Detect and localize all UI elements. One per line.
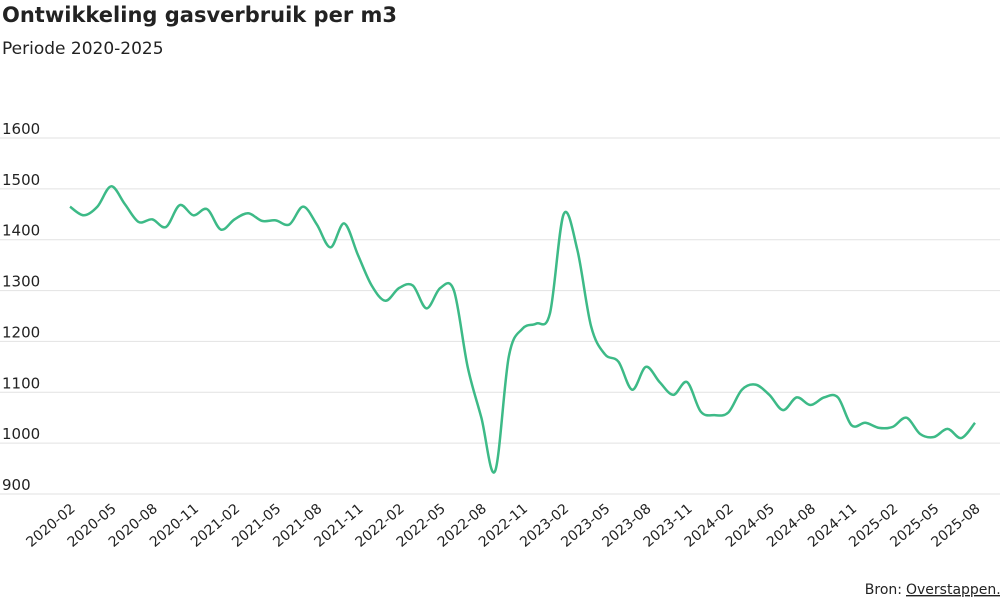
y-tick-label: 1000 <box>2 425 40 443</box>
line <box>69 185 976 474</box>
y-tick-label: 1300 <box>2 273 40 291</box>
y-tick-label: 1500 <box>2 171 40 189</box>
y-tick-label: 1200 <box>2 323 40 341</box>
source-label: Bron: <box>865 582 902 598</box>
y-tick-label: 1100 <box>2 374 40 392</box>
chart-title: Ontwikkeling gasverbruik per m3 <box>2 3 397 27</box>
source-link[interactable]: Overstappen.nl <box>906 582 1000 598</box>
y-tick-label: 1600 <box>2 120 40 138</box>
y-tick-label: 900 <box>2 476 31 494</box>
y-tick-label: 1400 <box>2 222 40 240</box>
chart-subtitle: Periode 2020-2025 <box>2 39 164 59</box>
